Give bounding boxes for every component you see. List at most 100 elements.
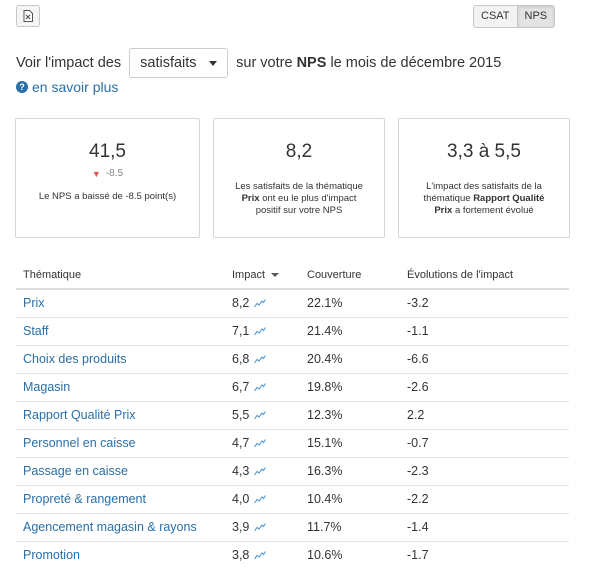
learn-more-link[interactable]: ? en savoir plus <box>16 79 118 95</box>
header-theme[interactable]: Thématique <box>16 261 232 290</box>
evolution-cell: -2.6 <box>407 372 569 401</box>
coverage-cell: 22.1% <box>307 296 343 311</box>
table-header-row: Thématique Impact Couverture Évolutions … <box>16 261 569 290</box>
nps-toggle-button[interactable]: NPS <box>516 6 555 27</box>
trend-sparkline-icon <box>254 411 267 420</box>
desc-text: a fortement évolué <box>454 205 534 216</box>
coverage-cell: 12.3% <box>307 400 407 429</box>
evolution-cell: 2.2 <box>407 400 569 429</box>
desc-text: ont eu le plus d'impact positif sur votr… <box>255 193 357 216</box>
impact-value: 3,9 <box>232 520 250 534</box>
trend-sparkline-icon <box>254 523 267 532</box>
header-impact-label: Impact <box>232 268 266 281</box>
evolution-description: L'impact des satisfaits de la thématique… <box>419 181 549 217</box>
trend-sparkline-icon <box>254 439 267 448</box>
coverage-cell: 16.3% <box>307 456 407 485</box>
evolution-cell: -2.3 <box>407 456 569 485</box>
evolution-cell: -6.6 <box>407 344 569 373</box>
impact-value: 7,1 <box>232 324 250 338</box>
impact-cell: 3,9 <box>232 512 307 541</box>
evolution-cell: -2.2 <box>407 484 569 513</box>
desc-text: L'impact des satisfaits de la thématique <box>423 181 542 204</box>
table-row: Prix 8,2 22.1% -3.2 <box>16 289 569 317</box>
metric-toggle: CSAT NPS <box>473 5 556 28</box>
evolution-cell: -1.7 <box>407 540 569 569</box>
coverage-cell: 21.4% <box>307 316 407 345</box>
table-row: Choix des produits 6,8 20.4% -6.6 <box>16 344 569 373</box>
trend-sparkline-icon <box>254 299 267 308</box>
excel-export-icon <box>23 10 33 22</box>
impact-cell: 7,1 <box>232 316 307 345</box>
theme-link[interactable]: Propreté & rangement <box>16 484 232 513</box>
coverage-cell: 15.1% <box>307 428 407 457</box>
theme-link[interactable]: Agencement magasin & rayons <box>16 512 232 541</box>
population-select[interactable]: satisfaits <box>129 48 229 78</box>
theme-link[interactable]: Passage en caisse <box>16 456 232 485</box>
population-select-value: satisfaits <box>140 55 197 71</box>
impact-value: 6,7 <box>232 380 250 394</box>
csat-toggle-button[interactable]: CSAT <box>474 6 517 27</box>
sentence-suffix: le mois de décembre 2015 <box>330 55 502 71</box>
theme-link[interactable]: Magasin <box>16 372 232 401</box>
table-row: Passage en caisse 4,3 16.3% -2.3 <box>16 456 569 485</box>
nps-delta: ▼ -8.5 <box>16 168 199 179</box>
theme-link[interactable]: Rapport Qualité Prix <box>16 400 232 429</box>
theme-link[interactable]: Promotion <box>16 540 232 569</box>
nps-delta-value: -8.5 <box>105 168 124 179</box>
theme-link[interactable]: Choix des produits <box>16 344 232 373</box>
impact-value: 4,3 <box>232 464 250 478</box>
trend-sparkline-icon <box>254 327 267 336</box>
nps-score-card: 41,5 ▼ -8.5 Le NPS a baissé de -8.5 poin… <box>15 118 200 238</box>
theme-link[interactable]: Staff <box>16 316 232 345</box>
sentence-prefix: Voir l'impact des <box>16 55 122 71</box>
evolution-cell: -3.2 <box>407 296 429 311</box>
evolution-value: 3,3 à 5,5 <box>447 141 521 162</box>
evolution-cell: -1.1 <box>407 316 569 345</box>
desc-text: Les satisfaits de la thématique <box>235 181 363 192</box>
impact-value: 5,5 <box>232 408 250 422</box>
sentence-metric: NPS <box>296 55 327 71</box>
theme-link[interactable]: Personnel en caisse <box>16 428 232 457</box>
export-excel-button[interactable] <box>16 5 40 27</box>
coverage-cell: 20.4% <box>307 344 407 373</box>
evolution-card: 3,3 à 5,5 L'impact des satisfaits de la … <box>398 118 570 238</box>
table-row: Personnel en caisse 4,7 15.1% -0.7 <box>16 428 569 457</box>
evolution-cell: -1.4 <box>407 512 569 541</box>
table-row: Magasin 6,7 19.8% -2.6 <box>16 372 569 401</box>
chevron-down-icon <box>209 60 218 66</box>
impact-value: 6,8 <box>232 352 250 366</box>
top-theme-value: 8,2 <box>285 141 313 162</box>
coverage-cell: 19.8% <box>307 372 407 401</box>
impact-value: 8,2 <box>232 296 250 311</box>
header-evolution[interactable]: Évolutions de l'impact <box>407 261 569 290</box>
question-circle-icon: ? <box>16 81 28 93</box>
header-coverage[interactable]: Couverture <box>307 261 407 290</box>
table-row: Propreté & rangement 4,0 10.4% -2.2 <box>16 484 569 513</box>
coverage-cell: 11.7% <box>307 512 407 541</box>
trend-sparkline-icon <box>254 495 267 504</box>
theme-link[interactable]: Prix <box>23 296 45 311</box>
desc-theme-name: Rapport Qualité Prix <box>434 193 545 216</box>
impact-cell: 8,2 <box>232 289 307 317</box>
desc-theme-name: Prix <box>241 193 260 204</box>
table-row: Staff 7,1 21.4% -1.1 <box>16 316 569 345</box>
trend-sparkline-icon <box>254 467 267 476</box>
impact-cell: 4,7 <box>232 428 307 457</box>
impact-cell: 5,5 <box>232 400 307 429</box>
top-theme-card: 8,2 Les satisfaits de la thématique Prix… <box>213 118 385 238</box>
impact-cell: 4,3 <box>232 456 307 485</box>
impact-cell: 3,8 <box>232 540 307 569</box>
trend-sparkline-icon <box>254 551 267 560</box>
trend-sparkline-icon <box>254 355 267 364</box>
coverage-cell: 10.6% <box>307 540 407 569</box>
table-row: Rapport Qualité Prix 5,5 12.3% 2.2 <box>16 400 569 429</box>
header-impact[interactable]: Impact <box>232 261 307 290</box>
table-row: Agencement magasin & rayons 3,9 11.7% -1.4 <box>16 512 569 541</box>
nps-score-description: Le NPS a baissé de -8.5 point(s) <box>38 191 177 202</box>
learn-more-label: en savoir plus <box>32 79 119 95</box>
themes-table: Thématique Impact Couverture Évolutions … <box>16 261 569 569</box>
top-theme-description: Les satisfaits de la thématique Prix ont… <box>234 181 364 217</box>
arrow-down-icon: ▼ <box>91 168 101 179</box>
impact-value: 4,7 <box>232 436 250 450</box>
impact-cell: 4,0 <box>232 484 307 513</box>
